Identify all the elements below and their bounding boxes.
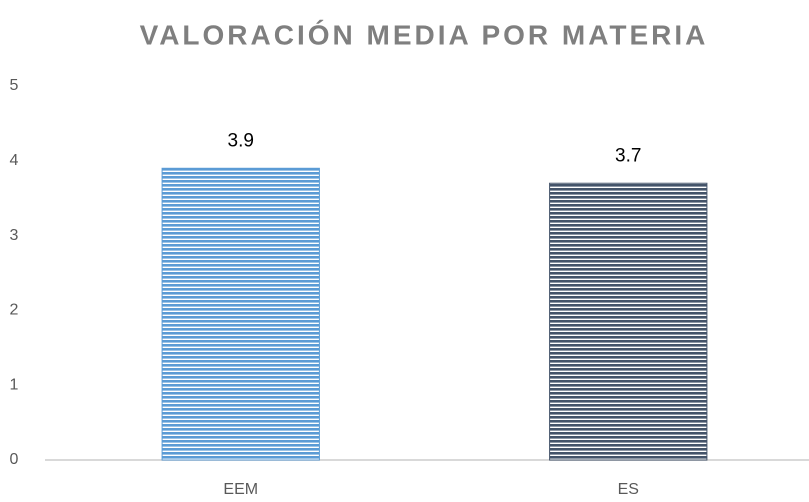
y-tick-label: 5 (10, 77, 19, 94)
y-tick-label: 3 (10, 227, 19, 244)
y-tick-label: 2 (10, 302, 19, 319)
y-tick-label: 1 (10, 376, 19, 393)
x-tick-label: ES (618, 481, 639, 498)
chart-title: VALORACIÓN MEDIA POR MATERIA (140, 19, 709, 50)
data-label: 3.7 (615, 145, 641, 166)
bar (161, 167, 320, 461)
y-tick-label: 0 (10, 451, 19, 468)
y-tick-label: 4 (10, 152, 19, 169)
bar (549, 182, 708, 461)
x-tick-label: EEM (223, 481, 258, 498)
data-label: 3.9 (228, 130, 254, 151)
